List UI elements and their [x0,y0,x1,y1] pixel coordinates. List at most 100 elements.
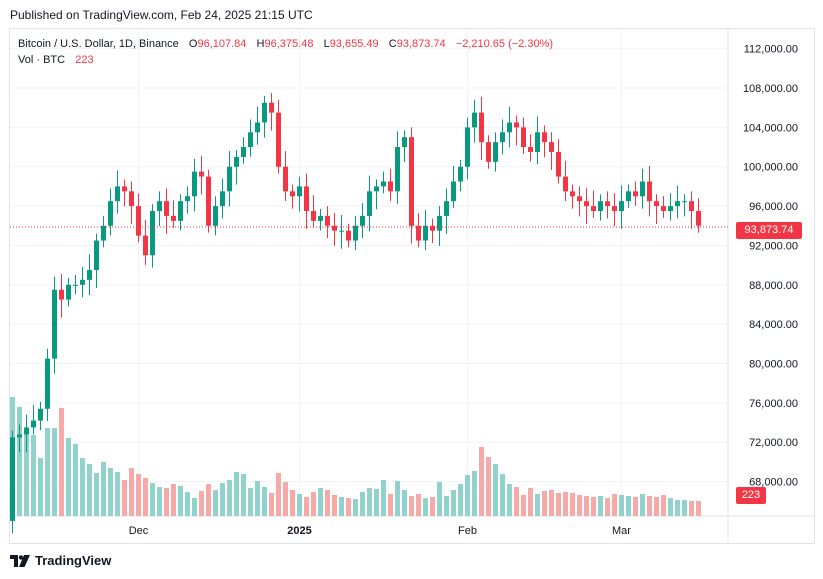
x-tick-label: Mar [612,525,631,537]
candle-body [395,147,400,192]
volume-bar [563,492,568,516]
volume-bar [122,480,127,516]
volume-bar [241,474,246,516]
y-tick-label: 92,000.00 [749,240,798,252]
footer-brand[interactable]: TradingView [10,553,111,568]
y-tick-label: 112,000.00 [744,44,798,56]
volume-value: 223 [75,54,94,66]
y-tick-label: 84,000.00 [749,319,798,331]
candle-body [66,284,71,300]
candle-body [213,206,218,226]
y-tick-label: 88,000.00 [749,280,798,292]
y-tick-label: 76,000.00 [749,398,798,410]
candle-body [409,137,414,226]
candle-body [353,225,358,241]
candle-body [311,211,316,221]
volume-bar [675,500,680,516]
candle-body [17,434,22,438]
open-label: O [188,38,198,50]
volume-bar [192,498,197,516]
candle-body [269,102,274,113]
volume-bar [297,494,302,516]
volume-bar [423,498,428,516]
candle-body [73,284,78,286]
volume-bar [465,475,470,516]
volume-bar [59,408,64,516]
volume-bar [227,480,232,516]
candle-body [87,270,92,280]
volume-bar [535,494,540,516]
candle-body [248,132,253,148]
candle-body [675,201,680,207]
volume-bar [591,497,596,516]
volume-bar [486,457,491,516]
volume-bar [682,500,687,516]
candle-body [381,181,386,187]
volume-bar [619,495,624,516]
candle-body [521,127,526,148]
candle-body [59,289,64,300]
candle-body [647,181,652,202]
y-tick-label: 68,000.00 [749,477,798,489]
volume-bar [598,496,603,516]
candle-body [164,201,169,216]
ohlc-row: Bitcoin / U.S. Dollar, 1D, Binance O96,1… [18,36,553,52]
volume-bar [661,495,666,516]
y-tick-label: 104,000.00 [743,122,798,134]
volume-bar [570,493,575,516]
candle-body [290,191,295,197]
candle-body [416,225,421,241]
volume-bar [164,488,169,516]
x-axis: Dec 2025 Feb Mar [129,525,632,537]
candle-body [52,289,57,359]
chart-frame[interactable] [9,28,815,544]
volume-bar [507,484,512,516]
candle-body [430,225,435,231]
volume-bar [129,468,134,516]
volume-bar [332,495,337,516]
candles [10,92,701,534]
tradingview-logo-icon [10,554,30,567]
candle-body [10,437,15,521]
volume-bar [87,464,92,516]
volume-bar [115,472,120,516]
volume-bar [318,488,323,516]
candle-body [206,176,211,226]
volume-bar [626,496,631,516]
volume-bar [52,428,57,516]
candle-body [507,122,512,133]
volume-bar [479,447,484,516]
volume-bar [367,488,372,516]
volume-bar [262,487,267,516]
volume-bar [416,494,421,516]
candle-body [542,132,547,143]
volume-bar [633,497,638,516]
volume-bar [521,495,526,516]
volume-row: Vol · BTC 223 [18,52,553,68]
volume-bar [248,488,253,516]
volume-bar [199,491,204,516]
grid [9,29,815,544]
volume-bar [234,472,239,516]
volume-bar [430,497,435,516]
volume-bar [605,498,610,516]
candle-body [332,225,337,231]
volume-bar [171,484,176,516]
volume-bar [409,496,414,516]
candle-body [360,215,365,226]
volume-bar [556,493,561,516]
volume-bar [108,468,113,516]
volume-bar [668,498,673,516]
change-value: −2,210.65 (−2.30%) [455,38,554,50]
candle-body [486,142,491,162]
candle-body [192,171,197,197]
candle-body [535,132,540,152]
volume-bar [150,483,155,516]
volume-bar [73,444,78,516]
candle-body [423,225,428,241]
candle-body [402,137,407,148]
volume-bar [101,462,106,516]
last-price-tag: 93,873.74 [736,222,802,239]
candle-body [129,191,134,207]
